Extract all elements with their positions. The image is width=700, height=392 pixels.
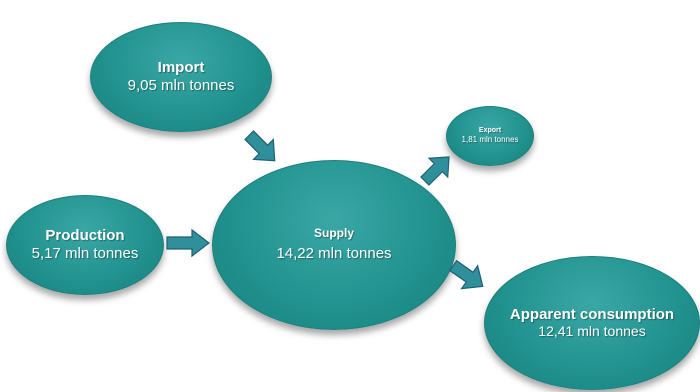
- export-title: Export: [478, 127, 502, 135]
- export-node: Export 1,81 mln tonnes: [446, 106, 534, 166]
- consumption-node: Apparent consumption 12,41 mln tonnes: [484, 256, 700, 390]
- production-node: Production 5,17 mln tonnes: [6, 195, 164, 295]
- supply-to-export-arrow: [420, 156, 450, 186]
- import-title: Import: [157, 59, 205, 77]
- production-title: Production: [45, 227, 125, 245]
- import-value: 9,05 mln tonnes: [127, 76, 235, 94]
- production-value: 5,17 mln tonnes: [31, 244, 139, 262]
- import-node: Import 9,05 mln tonnes: [90, 22, 272, 132]
- import-to-supply-arrow: [244, 130, 276, 162]
- supply-value: 14,22 mln tonnes: [276, 244, 392, 262]
- consumption-value: 12,41 mln tonnes: [538, 323, 646, 340]
- consumption-title: Apparent consumption: [509, 305, 675, 323]
- supply-node: Supply 14,22 mln tonnes: [212, 160, 456, 330]
- supply-to-consumption-arrow: [448, 259, 484, 290]
- production-to-supply-arrow: [166, 228, 210, 258]
- export-value: 1,81 mln tonnes: [461, 135, 519, 145]
- supply-title: Supply: [313, 226, 354, 241]
